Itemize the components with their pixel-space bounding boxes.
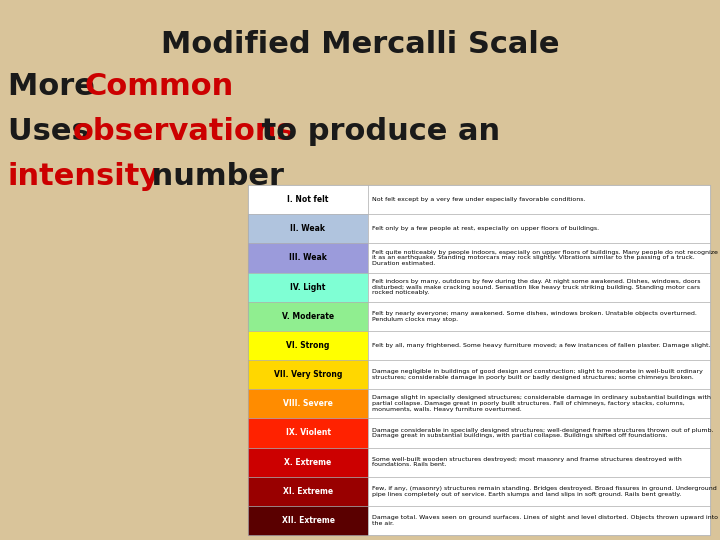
Text: Damage total. Waves seen on ground surfaces. Lines of sight and level distorted.: Damage total. Waves seen on ground surfa… [372, 515, 718, 526]
Text: Damage slight in specially designed structures; considerable damage in ordinary : Damage slight in specially designed stru… [372, 395, 711, 412]
Text: II. Weak: II. Weak [290, 224, 325, 233]
Text: VIII. Severe: VIII. Severe [283, 399, 333, 408]
Bar [248, 185, 710, 535]
Text: XII. Extreme: XII. Extreme [282, 516, 335, 525]
Text: Felt quite noticeably by people indoors, especially on upper floors of buildings: Felt quite noticeably by people indoors,… [372, 249, 718, 266]
Bar [248, 477, 368, 506]
Text: Modified Mercalli Scale: Modified Mercalli Scale [161, 30, 559, 59]
Bar [248, 302, 368, 331]
Bar [368, 448, 710, 477]
Text: intensity: intensity [8, 162, 161, 191]
Text: VII. Very Strong: VII. Very Strong [274, 370, 342, 379]
Text: IX. Violent: IX. Violent [286, 428, 330, 437]
Text: Damage negligible in buildings of good design and construction; slight to modera: Damage negligible in buildings of good d… [372, 369, 703, 380]
Text: Felt by all, many frightened. Some heavy furniture moved; a few instances of fal: Felt by all, many frightened. Some heavy… [372, 343, 711, 348]
Bar [368, 244, 710, 273]
Text: IV. Light: IV. Light [290, 282, 325, 292]
Bar [248, 418, 368, 448]
Bar [248, 273, 368, 302]
Text: to produce an: to produce an [251, 117, 500, 146]
Text: Felt only by a few people at rest, especially on upper floors of buildings.: Felt only by a few people at rest, espec… [372, 226, 599, 231]
Text: VI. Strong: VI. Strong [287, 341, 330, 350]
Bar [248, 244, 368, 273]
Text: Some well-built wooden structures destroyed; most masonry and frame structures d: Some well-built wooden structures destro… [372, 457, 682, 468]
Bar [248, 331, 368, 360]
Text: III. Weak: III. Weak [289, 253, 327, 262]
Text: number: number [141, 162, 284, 191]
Text: Felt by nearly everyone; many awakened. Some dishes, windows broken. Unstable ob: Felt by nearly everyone; many awakened. … [372, 311, 697, 322]
Text: Few, if any, (masonry) structures remain standing. Bridges destroyed. Broad fiss: Few, if any, (masonry) structures remain… [372, 486, 716, 497]
Bar [368, 477, 710, 506]
Text: More: More [8, 72, 106, 101]
Text: XI. Extreme: XI. Extreme [283, 487, 333, 496]
Text: Felt indoors by many, outdoors by few during the day. At night some awakened. Di: Felt indoors by many, outdoors by few du… [372, 279, 701, 295]
Text: observations: observations [73, 117, 296, 146]
Bar [368, 360, 710, 389]
Bar [368, 214, 710, 244]
Text: Uses: Uses [8, 117, 100, 146]
Bar [248, 214, 368, 244]
Bar [248, 448, 368, 477]
Bar [368, 273, 710, 302]
Text: Common: Common [85, 72, 234, 101]
Bar [368, 302, 710, 331]
Bar [248, 185, 368, 214]
Text: I. Not felt: I. Not felt [287, 195, 329, 204]
Bar [368, 418, 710, 448]
Bar [368, 185, 710, 214]
Bar [368, 331, 710, 360]
Text: V. Moderate: V. Moderate [282, 312, 334, 321]
Text: X. Extreme: X. Extreme [284, 457, 332, 467]
Bar [248, 360, 368, 389]
Bar [368, 389, 710, 418]
Text: Not felt except by a very few under especially favorable conditions.: Not felt except by a very few under espe… [372, 197, 585, 202]
Bar [368, 506, 710, 535]
Bar [248, 506, 368, 535]
Bar [248, 389, 368, 418]
Text: Damage considerable in specially designed structures; well-designed frame struct: Damage considerable in specially designe… [372, 428, 714, 438]
